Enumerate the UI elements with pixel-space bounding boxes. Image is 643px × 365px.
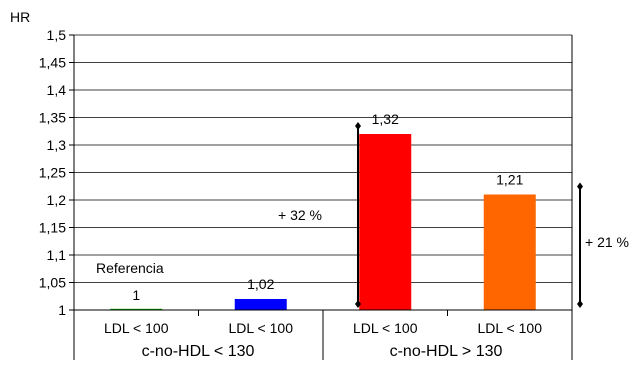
reference-label: Referencia bbox=[96, 260, 164, 276]
x-category-label: LDL < 100 bbox=[478, 320, 543, 336]
x-category-label: LDL < 100 bbox=[104, 320, 169, 336]
y-axis-title: HR bbox=[10, 9, 30, 25]
x-category-labels: LDL < 100 LDL < 100 LDL < 100 LDL < 100 bbox=[104, 320, 542, 336]
x-category-label: LDL < 100 bbox=[229, 320, 294, 336]
group-label-low: c-no-HDL < 130 bbox=[142, 343, 255, 360]
annotation-plus-21: + 21 % bbox=[585, 234, 629, 250]
arrow-end-diamond bbox=[577, 300, 583, 308]
y-tick-label: 1,15 bbox=[39, 220, 66, 236]
y-tick-label: 1,4 bbox=[47, 82, 67, 98]
y-tick-label: 1,05 bbox=[39, 275, 66, 291]
bar bbox=[483, 194, 536, 310]
annotations: 1 1,02 1,32 1,21 bbox=[132, 111, 583, 308]
bar-value-label: 1,02 bbox=[247, 276, 274, 292]
y-tick-label: 1,5 bbox=[47, 27, 67, 43]
bar bbox=[234, 299, 287, 310]
arrow-end-diamond bbox=[355, 122, 361, 130]
y-tick-label: 1 bbox=[58, 302, 66, 318]
bar-value-label: 1,21 bbox=[496, 172, 523, 188]
x-category-label: LDL < 100 bbox=[353, 320, 418, 336]
y-tick-label: 1,2 bbox=[47, 192, 67, 208]
bars bbox=[110, 134, 536, 310]
grid-lines bbox=[74, 34, 572, 283]
bar bbox=[359, 134, 412, 310]
y-tick-label: 1,3 bbox=[47, 137, 67, 153]
axes bbox=[69, 34, 573, 360]
y-tick-label: 1,1 bbox=[47, 247, 67, 263]
y-tick-label: 1,35 bbox=[39, 110, 66, 126]
arrow-end-diamond bbox=[355, 300, 361, 308]
group-label-high: c-no-HDL > 130 bbox=[390, 343, 503, 360]
bar bbox=[110, 308, 163, 310]
bar-value-label: 1,32 bbox=[372, 111, 399, 127]
y-tick-labels: 1 1,05 1,1 1,15 1,2 1,25 1,3 1,35 1,4 1,45 1,5 bbox=[39, 27, 66, 318]
y-tick-label: 1,25 bbox=[39, 165, 66, 181]
annotation-plus-32: + 32 % bbox=[278, 207, 322, 223]
y-tick-label: 1,45 bbox=[39, 55, 66, 71]
arrow-end-diamond bbox=[577, 182, 583, 191]
bar-value-label: 1 bbox=[132, 287, 140, 303]
